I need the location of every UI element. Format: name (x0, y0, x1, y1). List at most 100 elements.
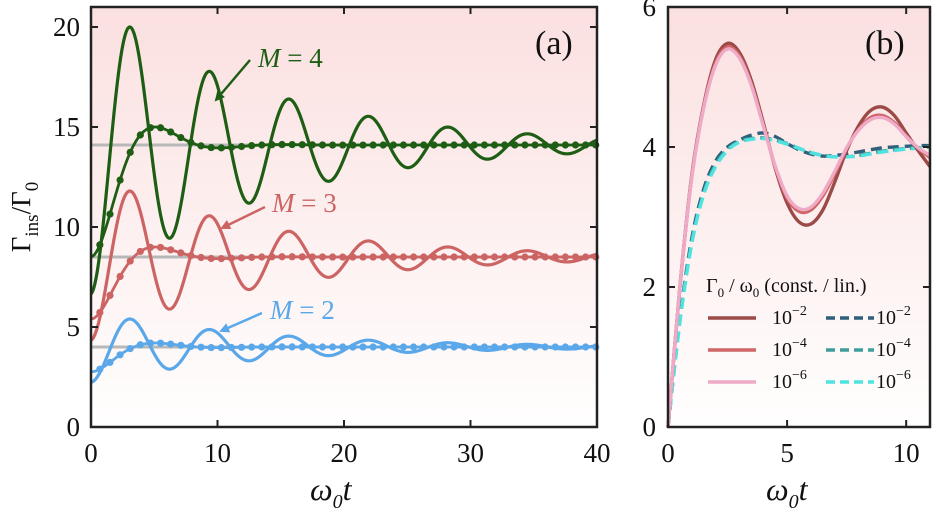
marker-m2 (430, 343, 438, 351)
marker-m3 (349, 253, 357, 261)
ytick-label: 0 (67, 412, 81, 442)
marker-m2 (521, 343, 529, 351)
marker-m4 (349, 141, 357, 149)
marker-m2 (217, 344, 225, 352)
panel-a-label: (a) (535, 25, 573, 62)
marker-m4 (187, 138, 195, 147)
marker-m3 (217, 255, 225, 263)
marker-m2 (531, 343, 539, 351)
marker-m2 (541, 343, 549, 351)
marker-m3 (116, 272, 124, 281)
marker-m2 (146, 339, 155, 347)
marker-m3 (268, 253, 276, 261)
marker-m2 (177, 341, 185, 349)
panel-a-ylabel: Γins/Γ0 (6, 182, 43, 252)
marker-m4 (541, 141, 549, 149)
marker-m2 (227, 343, 236, 352)
panel-b-plot-area (668, 7, 930, 427)
marker-m3 (248, 253, 256, 261)
svg-text:Γins/Γ0: Γins/Γ0 (6, 182, 43, 252)
marker-m3 (359, 253, 367, 261)
marker-m2 (288, 343, 296, 351)
marker-m4 (521, 141, 529, 149)
marker-m4 (561, 141, 569, 149)
marker-m4 (501, 141, 509, 149)
legend-label: 10−6 (876, 368, 911, 393)
marker-m3 (551, 253, 559, 261)
marker-m2 (501, 343, 509, 351)
marker-m2 (582, 343, 590, 351)
marker-m2 (207, 343, 215, 352)
marker-m3 (258, 253, 266, 261)
marker-m4 (136, 131, 144, 139)
marker-m3 (379, 253, 387, 261)
panel-a-ticks: 0 10 20 30 40 0 5 10 15 20 (53, 7, 611, 468)
marker-m3 (582, 253, 590, 261)
marker-m4 (217, 144, 225, 152)
ytick-label: 10 (53, 212, 80, 242)
marker-m3 (561, 253, 569, 261)
xtick-label: 0 (84, 438, 98, 468)
panel-b-ticks: 0 5 10 0 2 4 6 (643, 0, 930, 468)
annotation-m3: M = 3 (271, 188, 337, 218)
panel-b: 0 5 10 0 2 4 6 (b) ω0t Γ0 / ω0 (const. / lin.)… (643, 0, 932, 513)
legend-label: 10−4 (876, 336, 911, 361)
marker-m2 (248, 343, 256, 351)
panel-a-annotations: M = 4 M = 3 M = 2 (214, 43, 337, 333)
marker-m4 (551, 141, 559, 149)
marker-m3 (288, 253, 296, 261)
marker-m2 (126, 345, 134, 353)
marker-m4 (440, 141, 448, 149)
marker-m4 (248, 142, 256, 150)
xtick-label: 30 (457, 438, 484, 468)
marker-m3 (369, 253, 377, 261)
xtick-label: 10 (204, 438, 231, 468)
marker-m2 (571, 343, 580, 351)
marker-m2 (379, 343, 387, 351)
marker-m4 (339, 141, 347, 149)
marker-m2 (278, 343, 286, 351)
marker-m2 (480, 343, 489, 351)
marker-m3 (450, 253, 458, 261)
marker-m3 (339, 253, 347, 261)
xtick-label: 0 (661, 438, 675, 468)
marker-m4 (116, 176, 124, 184)
marker-m2 (318, 343, 327, 351)
panel-a-series (89, 25, 600, 384)
marker-m3 (480, 253, 489, 261)
marker-m2 (258, 343, 266, 351)
marker-m4 (227, 143, 236, 151)
series-solid-m4 (89, 25, 598, 295)
ytick-label: 2 (643, 272, 657, 302)
legend-label: 10−4 (772, 336, 807, 361)
marker-m3 (96, 308, 104, 317)
marker-m3 (541, 253, 549, 261)
marker-m4 (379, 141, 387, 149)
marker-m4 (430, 141, 438, 149)
ytick-label: 4 (643, 132, 657, 162)
marker-m4 (480, 141, 489, 149)
marker-m3 (490, 253, 499, 261)
marker-m4 (197, 142, 205, 150)
annotation-m2: M = 2 (269, 295, 335, 325)
marker-m4 (106, 210, 114, 218)
marker-m4 (318, 141, 327, 149)
marker-m3 (167, 246, 175, 254)
marker-m4 (490, 141, 499, 149)
marker-m4 (531, 141, 539, 149)
marker-m4 (268, 141, 276, 149)
marker-m2 (237, 343, 246, 351)
marker-m4 (329, 141, 337, 149)
marker-m2 (399, 343, 408, 351)
marker-m3 (237, 254, 246, 262)
marker-m4 (237, 142, 246, 151)
marker-m3 (440, 253, 448, 261)
xtick-label: 20 (331, 438, 358, 468)
marker-m2 (106, 358, 114, 366)
marker-m3 (106, 291, 114, 299)
panel-b-frame (666, 5, 932, 429)
marker-m3 (197, 253, 205, 262)
marker-m2 (268, 343, 276, 351)
marker-m2 (490, 343, 499, 351)
